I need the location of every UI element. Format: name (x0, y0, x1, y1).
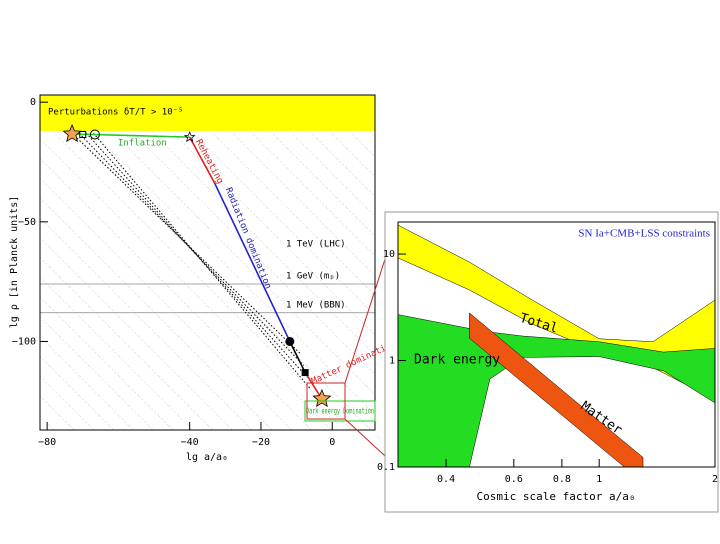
energy-label: 1 GeV (mₚ) (286, 272, 340, 282)
frame (397, 221, 716, 468)
frame (39, 94, 376, 431)
point-dot (285, 336, 295, 346)
x-tick-label: −80 (38, 437, 56, 448)
shaded-band (40, 95, 375, 131)
annotation: Dark energy Domination (306, 407, 374, 416)
constraint-band (469, 312, 644, 467)
x-axis-label: lg a/a₀ (186, 452, 228, 463)
x-tick-label: 0.4 (437, 474, 455, 485)
left-chart: Perturbations δT/T > 10⁻⁵ Inflation Rehe… (9, 94, 398, 463)
x-tick-label: −20 (252, 437, 270, 448)
x-tick-label: 0.6 (505, 474, 523, 485)
energy-label: 1 MeV (BBN) (286, 300, 346, 310)
point-star (312, 388, 332, 408)
band-label: Dark energy (414, 353, 500, 368)
chart-title: SN Ia+CMB+LSS constraints (578, 228, 710, 240)
band-label: Perturbations δT/T > 10⁻⁵ (48, 108, 183, 118)
y-tick-label: 1 (389, 356, 395, 367)
track-line (188, 136, 216, 184)
dark-energy-box (304, 400, 376, 422)
point-square (79, 130, 87, 138)
plot-background (40, 95, 375, 430)
point-square (301, 369, 309, 377)
plot-area (398, 224, 715, 467)
track-line (213, 182, 291, 342)
x-axis-label: Cosmic scale factor a/a₀ (477, 490, 636, 503)
annotation: Inflation (118, 139, 167, 149)
zoom-box (306, 382, 346, 420)
plot-area (40, 95, 375, 408)
y-axis-label: lg ρ [in Planck units] (9, 196, 20, 328)
track-line (304, 372, 323, 400)
y-tick-label: −50 (18, 217, 36, 228)
point-star (183, 131, 196, 143)
constraint-band (398, 314, 715, 467)
y-tick-label: −100 (12, 336, 36, 347)
x-tick-label: 0 (329, 437, 335, 448)
track-line (85, 132, 308, 378)
y-tick-label: 0.1 (377, 462, 395, 473)
track-line (289, 341, 306, 373)
x-tick-label: 1 (596, 474, 602, 485)
y-tick-label: 0 (30, 97, 36, 108)
right-chart: SN Ia+CMB+LSS constraints Cosmic scale f… (377, 211, 719, 513)
point-circle (89, 129, 100, 140)
y-tick-label: 10 (383, 249, 395, 260)
x-tick-label: 0.8 (553, 474, 571, 485)
point-star (62, 123, 82, 143)
track-line (71, 132, 301, 354)
x-tick-label: −40 (181, 437, 199, 448)
x-tick-label: 2 (712, 474, 718, 485)
annotation: 1 TeV (LHC) (286, 240, 346, 250)
track-line (72, 133, 190, 138)
